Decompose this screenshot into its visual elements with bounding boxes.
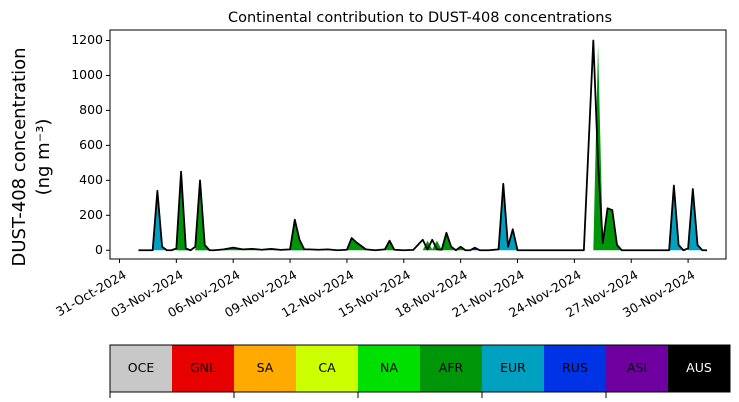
legend-label-rus: RUS (562, 360, 588, 375)
y-tick-label: 1200 (71, 32, 103, 47)
legend-swatch-asi (606, 345, 668, 392)
y-tick-label: 200 (79, 207, 103, 222)
y-tick-label: 0 (95, 242, 103, 257)
area-afr-8 (346, 238, 366, 251)
chart-title: Continental contribution to DUST-408 con… (228, 10, 612, 26)
y-tick-label: 1000 (71, 67, 103, 82)
total-concentration-line (138, 39, 708, 252)
area-eur-12 (498, 183, 518, 251)
legend-swatch-aus (668, 345, 730, 392)
legend-frame (109, 344, 731, 393)
legend-swatch-rus (544, 345, 606, 392)
legend-label-ca: CA (318, 360, 336, 375)
legend: OCE GNL SA CA NA AFR EUR RUS ASI AUS (109, 344, 731, 398)
y-axis-label-line2: (ng m⁻³) (33, 119, 54, 196)
legend-swatch-na (358, 345, 420, 392)
y-axis-label: DUST-408 concentration (ng m⁻³) (9, 47, 54, 266)
legend-label-oce: OCE (128, 360, 155, 375)
legend-swatch-eur (482, 345, 544, 392)
legend-swatch-afr (420, 345, 482, 392)
legend-swatch-gnl (172, 345, 234, 392)
legend-label-eur: EUR (500, 360, 526, 375)
legend-swatch-ca (296, 345, 358, 392)
legend-label-sa: SA (257, 360, 274, 375)
legend-label-gnl: GNL (190, 360, 216, 375)
legend-swatch-sa (234, 345, 296, 392)
plot-area: 02004006008001000120031-Oct-202403-Nov-2… (53, 29, 727, 320)
legend-label-afr: AFR (439, 360, 464, 375)
legend-swatch-oce (110, 345, 172, 392)
area-afr-9 (384, 240, 404, 251)
y-tick-label: 800 (79, 102, 103, 117)
y-axis-label-line1: DUST-408 concentration (9, 47, 30, 266)
legend-label-aus: AUS (686, 360, 712, 375)
legend-label-na: NA (380, 360, 398, 375)
y-tick-label: 600 (79, 137, 103, 152)
axes-frame (109, 29, 727, 260)
legend-label-asi: ASI (627, 360, 647, 375)
y-tick-label: 400 (79, 172, 103, 187)
